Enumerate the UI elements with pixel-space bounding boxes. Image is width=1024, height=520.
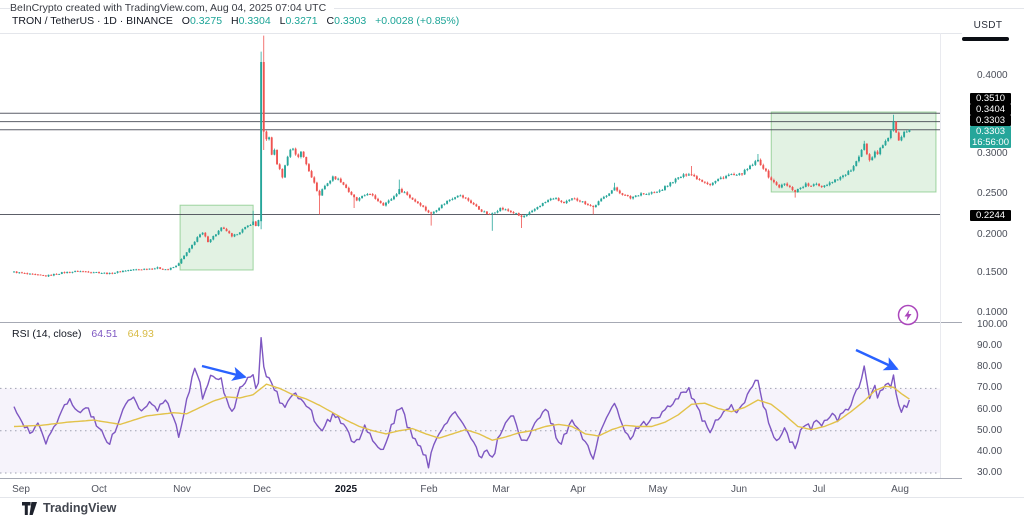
rsi-tick: 60.00 bbox=[977, 404, 1003, 415]
month-label: Sep bbox=[12, 484, 30, 495]
rsi-tick: 40.00 bbox=[977, 446, 1003, 457]
top-border-line bbox=[0, 8, 1024, 9]
level-price-badge: 0.3303 bbox=[970, 115, 1011, 126]
rsi-tick: 90.00 bbox=[977, 340, 1003, 351]
rsi-tick: 50.00 bbox=[977, 425, 1003, 436]
low-label: L bbox=[279, 15, 286, 27]
high-value: 0.3304 bbox=[238, 15, 271, 27]
current-price-badge: 0.3303 16:56:00 bbox=[970, 126, 1011, 148]
bar-countdown: 16:56:00 bbox=[972, 137, 1009, 148]
close-value: 0.3303 bbox=[334, 15, 367, 27]
price-pane-top-line bbox=[0, 33, 962, 34]
current-price: 0.3303 bbox=[975, 126, 1006, 137]
tradingview-logo-icon bbox=[22, 501, 37, 515]
month-label: Feb bbox=[420, 484, 438, 495]
rsi-value: 64.51 bbox=[91, 328, 118, 340]
currency-label[interactable]: USDT bbox=[973, 20, 1003, 31]
symbol-title[interactable]: TRON / TetherUS · 1D · BINANCE bbox=[12, 15, 173, 27]
close-label: C bbox=[326, 15, 335, 27]
price-tick: 0.3000 bbox=[977, 148, 1008, 159]
month-label: Aug bbox=[891, 484, 909, 495]
level-price-badge: 0.3404 bbox=[970, 104, 1011, 115]
tradingview-brand-text: TradingView bbox=[43, 501, 117, 515]
month-label: Apr bbox=[570, 484, 586, 495]
change-value: +0.0028 (+0.85%) bbox=[375, 15, 460, 27]
rsi-tick: 70.00 bbox=[977, 382, 1003, 393]
month-label: Mar bbox=[492, 484, 510, 495]
price-tick: 0.4000 bbox=[977, 70, 1008, 81]
rsi-title[interactable]: RSI (14, close) bbox=[12, 328, 82, 340]
open-label: O bbox=[181, 15, 190, 27]
price-tick: 0.1000 bbox=[977, 307, 1008, 318]
tradingview-attribution[interactable]: TradingView bbox=[22, 501, 116, 515]
price-scale-border bbox=[940, 33, 941, 478]
open-value: 0.3275 bbox=[189, 15, 223, 27]
month-label: Dec bbox=[253, 484, 271, 495]
level-price-badge: 0.3510 bbox=[970, 93, 1011, 104]
rsi-tick: 80.00 bbox=[977, 361, 1003, 372]
price-tick: 0.2000 bbox=[977, 229, 1008, 240]
price-tick: 0.2500 bbox=[977, 188, 1008, 199]
attribution-text: BeInCrypto created with TradingView.com,… bbox=[10, 2, 335, 14]
level-price-badge: 0.2244 bbox=[970, 210, 1011, 221]
year-label: 2025 bbox=[334, 484, 358, 495]
rsi-tick: 30.00 bbox=[977, 467, 1003, 478]
month-label: Oct bbox=[91, 484, 107, 495]
price-scale-header-bar bbox=[962, 37, 1009, 41]
month-label: Nov bbox=[173, 484, 191, 495]
pane-divider-line[interactable] bbox=[0, 322, 962, 323]
time-axis-line bbox=[0, 478, 962, 479]
month-label: May bbox=[648, 484, 668, 495]
month-label: Jun bbox=[730, 484, 748, 495]
high-label: H bbox=[230, 15, 239, 27]
low-value: 0.3271 bbox=[285, 15, 318, 27]
rsi-indicator-legend[interactable]: RSI (14, close) 64.51 64.93 bbox=[12, 328, 154, 340]
month-label: Jul bbox=[812, 484, 826, 495]
rsi-tick: 100.00 bbox=[977, 319, 1008, 330]
symbol-legend[interactable]: TRON / TetherUS · 1D · BINANCE O0.3275 H… bbox=[12, 15, 466, 27]
price-tick: 0.1500 bbox=[977, 267, 1008, 278]
footer-line bbox=[0, 497, 1024, 498]
rsi-ma-value: 64.93 bbox=[127, 328, 154, 340]
